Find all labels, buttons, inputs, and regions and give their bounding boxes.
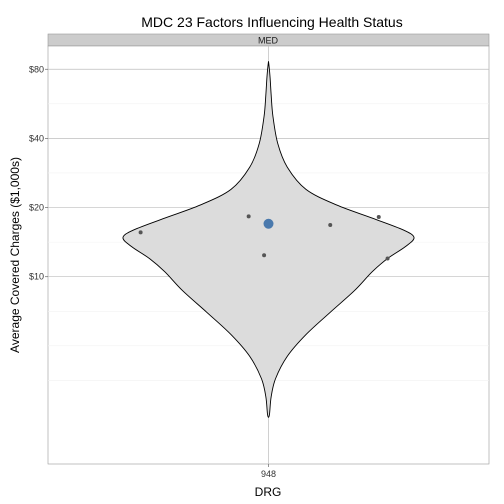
violin-948 xyxy=(122,61,415,418)
y-axis: $10 $20 $40 $80 xyxy=(29,64,48,282)
points-layer xyxy=(138,214,390,261)
mean-point xyxy=(263,218,274,229)
data-point xyxy=(376,214,381,219)
data-point xyxy=(246,214,251,219)
data-point xyxy=(262,253,267,258)
x-axis: 948 xyxy=(261,464,276,479)
data-point xyxy=(385,256,390,261)
facet-strip-label: MED xyxy=(258,36,279,46)
data-point xyxy=(328,222,333,227)
chart-title: MDC 23 Factors Influencing Health Status xyxy=(141,14,402,30)
violin-layer xyxy=(122,61,415,418)
y-tick-label: $40 xyxy=(29,133,44,143)
y-axis-title: Average Covered Charges ($1,000s) xyxy=(8,157,22,353)
y-tick-label: $10 xyxy=(29,272,44,282)
x-axis-title: DRG xyxy=(255,485,282,499)
data-point xyxy=(138,230,143,235)
x-tick-label: 948 xyxy=(261,469,276,479)
y-tick-label: $20 xyxy=(29,203,44,213)
y-tick-label: $80 xyxy=(29,64,44,74)
